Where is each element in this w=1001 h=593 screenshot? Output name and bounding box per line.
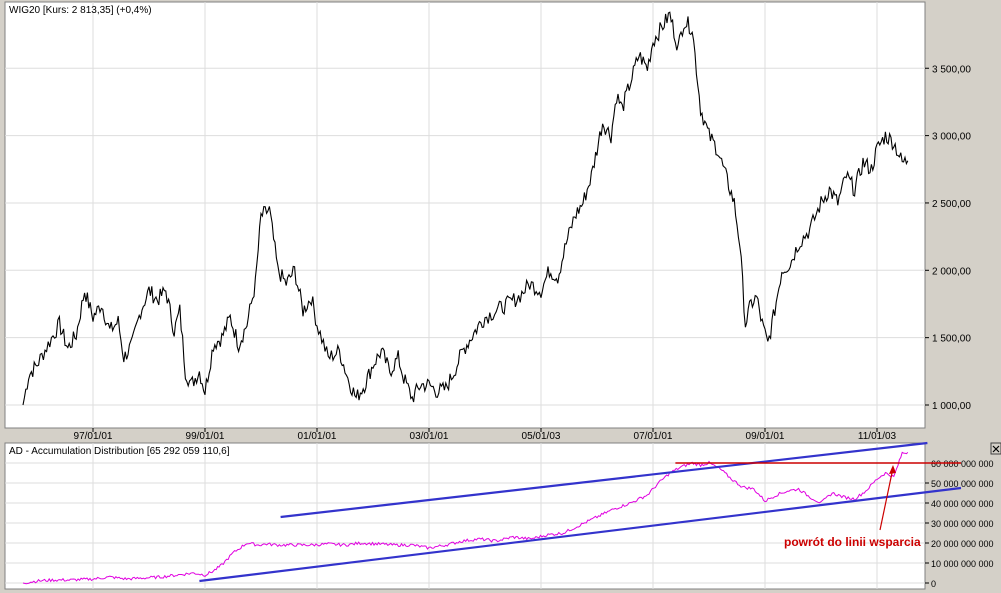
lower-trendline (199, 486, 962, 583)
ad-y-tick-label: 20 000 000 000 (931, 539, 994, 549)
annotation-arrowhead (889, 465, 896, 474)
ad-y-tick-label: 50 000 000 000 (931, 479, 994, 489)
ad-line (22, 451, 909, 585)
x-tick-label: 03/01/01 (410, 431, 449, 442)
ad-y-tick-label: 40 000 000 000 (931, 499, 994, 509)
price-y-tick-label: 2 000,00 (932, 266, 971, 277)
x-tick-label: 11/01/03 (858, 431, 897, 442)
close-panel-button[interactable] (990, 442, 1001, 455)
price-y-axis: 1 000,00 1 500,00 2 000,00 2 500,00 3 000,00… (925, 64, 971, 412)
annotation-text: powrót do linii wsparcia (784, 535, 921, 549)
close-icon (992, 445, 1000, 453)
price-y-tick-label: 3 500,00 (932, 64, 971, 75)
x-tick-label: 05/01/03 (522, 431, 561, 442)
price-panel: 1 000,00 1 500,00 2 000,00 2 500,00 3 000,00… (4, 1, 971, 429)
ad-y-tick-label: 60 000 000 000 (931, 459, 994, 469)
price-y-tick-label: 3 000,00 (932, 132, 971, 143)
price-y-tick-label: 1 000,00 (932, 401, 971, 412)
ad-plot-area (4, 442, 926, 590)
price-y-tick-label: 2 500,00 (932, 199, 971, 210)
ad-y-axis: 0 10 000 000 000 20 000 000 000 30 000 000 … (925, 459, 994, 589)
wig20-price-line (22, 11, 909, 406)
price-gridlines (5, 2, 925, 428)
ad-y-tick-label: 0 (931, 579, 936, 589)
price-y-tick-label: 1 500,00 (932, 334, 971, 345)
ad-y-tick-label: 10 000 000 000 (931, 559, 994, 569)
date-x-axis: 97/01/01 99/01/01 01/01/01 03/01/01 05/01/03… (74, 428, 897, 442)
x-tick-label: 99/01/01 (186, 431, 225, 442)
price-plot-area (4, 1, 926, 429)
x-tick-label: 07/01/01 (634, 431, 673, 442)
ad-gridlines (5, 443, 925, 589)
x-tick-label: 97/01/01 (74, 431, 113, 442)
ad-panel-title: AD - Accumulation Distribution [65 292 0… (9, 446, 230, 457)
ad-panel: 0 10 000 000 000 20 000 000 000 30 000 000 … (4, 441, 1001, 590)
price-panel-title: WIG20 [Kurs: 2 813,35] (+0,4%) (9, 5, 152, 16)
annotation-arrow (879, 467, 894, 531)
x-tick-label: 01/01/01 (298, 431, 337, 442)
upper-trendline (280, 441, 928, 519)
x-tick-label: 09/01/01 (746, 431, 785, 442)
ad-y-tick-label: 30 000 000 000 (931, 519, 994, 529)
